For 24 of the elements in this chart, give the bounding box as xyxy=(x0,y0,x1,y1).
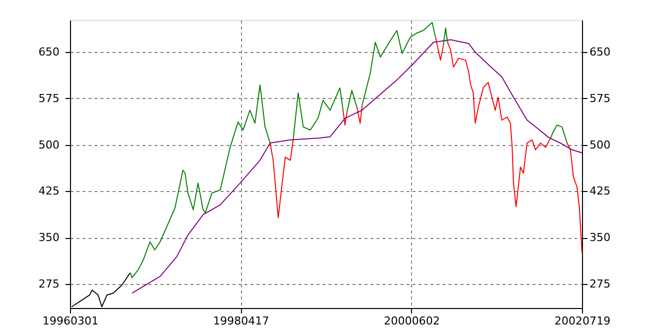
line-series xyxy=(270,139,294,218)
y-tick-label: 350 xyxy=(38,231,60,244)
y2-tick-label: 425 xyxy=(590,184,610,198)
line-series xyxy=(130,84,271,278)
x-tick-label: 20020719 xyxy=(554,314,610,328)
x-tick-label: 19960301 xyxy=(42,314,98,328)
line-series xyxy=(447,42,552,208)
x-tick-label: 19980417 xyxy=(213,314,270,328)
y-tick-label: 575 xyxy=(38,92,60,105)
y-tick-label: 275 xyxy=(38,277,60,290)
y-tick-label: 500 xyxy=(38,138,60,152)
y-tick-label: 650 xyxy=(38,46,60,59)
x-tick-label: 20000602 xyxy=(384,314,440,328)
y2-tick-label: 500 xyxy=(590,138,610,152)
y2-tick-label: 275 xyxy=(590,277,610,290)
line-series xyxy=(566,142,582,254)
line-series xyxy=(292,87,344,140)
line-series xyxy=(550,124,568,144)
line-series xyxy=(362,22,436,106)
line-series xyxy=(131,39,582,294)
y2-tick-label: 650 xyxy=(590,46,610,59)
y-tick-label: 425 xyxy=(38,184,60,198)
y2-tick-label: 350 xyxy=(590,231,610,244)
y2-tick-label: 575 xyxy=(590,92,610,105)
